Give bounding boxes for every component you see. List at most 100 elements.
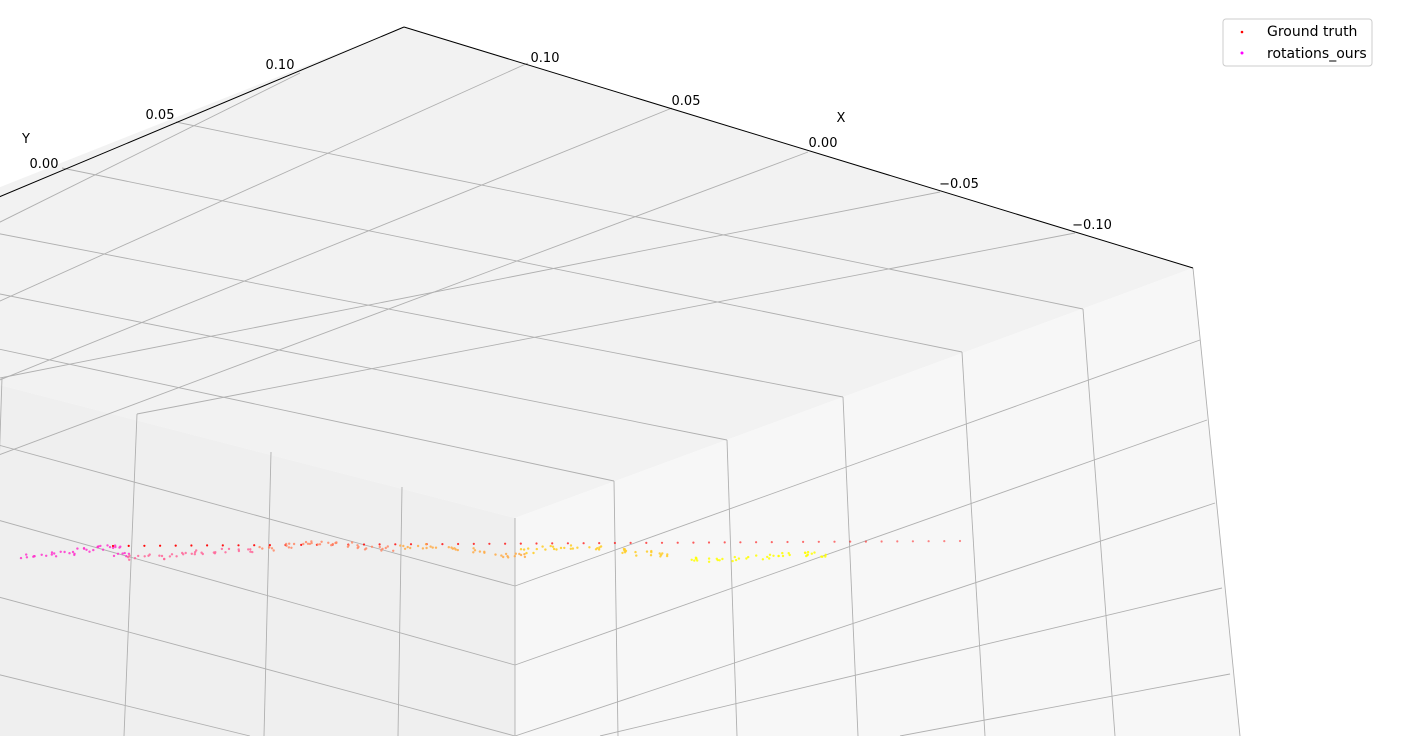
- legend-label-ground-truth: Ground truth: [1267, 24, 1357, 40]
- rotations-ours-point: [569, 544, 573, 547]
- rotations-ours-point: [45, 554, 48, 557]
- rotations-ours-point: [73, 553, 76, 557]
- x-axis-line: [403, 26, 1194, 269]
- rotations-ours-point: [247, 548, 250, 551]
- rotations-ours-point: [133, 557, 137, 560]
- rotations-ours-point: [768, 553, 772, 556]
- rotations-ours-point: [163, 557, 166, 561]
- rotations-ours-point: [733, 555, 736, 559]
- rotations-ours-point: [251, 550, 254, 554]
- rotations-ours-point: [429, 545, 432, 548]
- rotations-ours-point: [623, 551, 627, 554]
- rotations-ours-point: [40, 553, 43, 556]
- ground-truth-point: [488, 542, 491, 545]
- rotations-ours-point: [193, 551, 197, 554]
- ground-truth-point: [770, 541, 773, 544]
- grid-line: [397, 486, 403, 736]
- rotations-ours-point: [68, 552, 71, 555]
- rotations-ours-point: [500, 554, 503, 557]
- grid-line: [842, 396, 859, 736]
- rotations-ours-point: [261, 547, 264, 550]
- x-tick-label: −0.05: [939, 177, 979, 192]
- rotations-ours-point: [170, 553, 174, 556]
- rotations-ours-point: [59, 550, 62, 553]
- rotations-ours-point: [514, 552, 517, 555]
- rotations-ours-point: [88, 550, 91, 553]
- rotations-ours-point: [766, 555, 769, 559]
- rotations-ours-point: [806, 550, 810, 554]
- ground-truth-point: [896, 540, 899, 543]
- rotations-ours-point: [121, 552, 124, 555]
- rotations-ours-point: [694, 557, 698, 560]
- rotations-ours-point: [302, 542, 305, 546]
- x-tick-label: 0.00: [809, 136, 838, 151]
- ground-truth-point: [943, 540, 946, 543]
- rotations-ours-point: [249, 548, 252, 551]
- ground-truth-point: [629, 541, 632, 545]
- ground-truth-point: [911, 540, 915, 543]
- grid-line: [0, 151, 809, 455]
- grid-line: [0, 72, 301, 223]
- ground-truth-point: [457, 542, 460, 546]
- rotations-ours-point: [824, 555, 827, 558]
- rotations-ours-point: [402, 544, 405, 548]
- grid-line: [0, 233, 844, 398]
- rotations-ours-point: [327, 541, 330, 544]
- rotations-ours-point: [597, 548, 601, 551]
- rotations-ours-point: [431, 546, 434, 549]
- rotations-ours-point: [227, 547, 231, 551]
- rotations-ours-point: [523, 555, 527, 559]
- y-tick-label: 0.05: [146, 108, 175, 123]
- rotations-ours-point: [690, 558, 693, 561]
- rotations-ours-point: [316, 543, 319, 546]
- rotations-ours-point: [25, 553, 28, 556]
- rotations-ours-point: [403, 547, 407, 550]
- rotations-ours-point: [285, 542, 288, 546]
- rotations-ours-point: [143, 555, 146, 558]
- rotations-ours-point: [599, 545, 603, 548]
- legend-marker-rotations-ours: [1240, 51, 1244, 55]
- ground-truth-point: [660, 541, 664, 544]
- rotations-ours-point: [518, 552, 521, 556]
- ground-truth-point: [598, 542, 601, 545]
- ground-truth-point: [300, 543, 303, 547]
- rotations-ours-point: [777, 554, 780, 558]
- grid-line: [61, 167, 963, 353]
- rotations-ours-point: [659, 555, 662, 558]
- rotations-ours-point: [111, 546, 115, 550]
- rotations-ours-point: [810, 552, 813, 555]
- rotations-ours-point: [635, 554, 638, 557]
- rotations-ours-point: [576, 546, 579, 549]
- rotations-ours-point: [200, 551, 203, 554]
- legend-box: [1222, 18, 1373, 67]
- rotations-ours-point: [456, 548, 459, 552]
- rotations-ours-point: [54, 555, 58, 558]
- x-tick-label: 0.10: [531, 51, 560, 66]
- rotations-ours-point: [824, 553, 827, 556]
- rotations-ours-point: [522, 548, 526, 551]
- grid-line: [0, 596, 516, 736]
- rotations-ours-point: [350, 541, 354, 544]
- rotations-ours-point: [666, 553, 669, 556]
- ground-truth-point: [833, 540, 836, 543]
- rotations-ours-point: [563, 546, 566, 550]
- ground-truth-point: [159, 544, 162, 547]
- x-tick-label: −0.10: [1072, 218, 1112, 233]
- legend-marker-ground-truth: [1240, 30, 1244, 34]
- rotations-ours-point: [707, 560, 711, 563]
- rotations-ours-point: [772, 554, 775, 557]
- rotations-ours-point: [287, 546, 291, 549]
- rotations-ours-point: [76, 547, 79, 550]
- rotations-ours-point: [649, 554, 653, 557]
- rotations-ours-point: [421, 547, 425, 550]
- rotations-ours-point: [406, 545, 409, 549]
- ground-truth-point: [504, 542, 507, 545]
- x-axis-label: X: [837, 111, 846, 126]
- rotations-ours-point: [737, 557, 741, 560]
- ground-truth-point: [802, 540, 805, 544]
- rotations-ours-point: [63, 550, 66, 554]
- rotations-ours-point: [734, 558, 738, 562]
- rotations-ours-point: [416, 544, 420, 548]
- rotations-ours-point: [645, 550, 649, 553]
- top-pane: [0, 27, 1193, 518]
